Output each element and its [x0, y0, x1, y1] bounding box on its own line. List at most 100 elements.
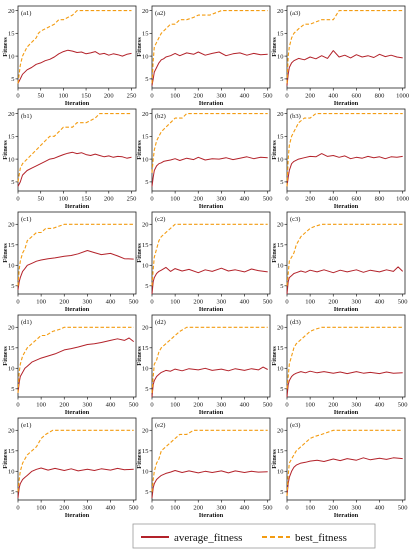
y-tick-label: 15	[142, 345, 149, 352]
y-tick-label: 20	[142, 428, 149, 435]
x-tick-label: 200	[193, 505, 203, 512]
y-tick-label: 10	[8, 156, 15, 163]
x-axis-label: Iteration	[334, 409, 359, 416]
panel-e3: 0 100 200 300 400 500 5 10 15 20 Iteration Fitness (…	[271, 417, 408, 519]
y-axis-label: Fitness	[2, 243, 9, 263]
x-axis-label: Iteration	[334, 100, 359, 107]
panel-label: (d3)	[290, 319, 301, 326]
panel-frame	[151, 314, 271, 398]
x-tick-label: 250	[127, 93, 137, 100]
x-tick-label: 200	[193, 196, 203, 203]
x-tick-label: 300	[352, 402, 362, 409]
series-line-average_fitness	[151, 51, 268, 86]
y-tick-label: 20	[142, 111, 149, 118]
y-tick-label: 15	[277, 134, 284, 141]
y-tick-label: 20	[8, 428, 15, 435]
series-line-average_fitness	[286, 370, 403, 398]
y-tick-label: 10	[277, 366, 284, 373]
x-tick-label: 0	[285, 196, 288, 203]
y-tick-label: 10	[8, 263, 15, 270]
series-line-average_fitness	[17, 49, 132, 84]
y-tick-label: 5	[145, 386, 148, 393]
x-tick-label: 0	[150, 196, 153, 203]
panel-frame	[151, 417, 271, 501]
series-line-best_fitness	[286, 223, 403, 286]
x-tick-label: 0	[150, 93, 153, 100]
x-tick-label: 200	[328, 402, 338, 409]
series-line-average_fitness	[17, 151, 132, 187]
series-line-best_fitness	[151, 326, 268, 393]
x-tick-label: 400	[240, 402, 250, 409]
series-line-average_fitness	[151, 470, 268, 498]
x-tick-label: 300	[83, 299, 93, 306]
y-axis-label: Fitness	[136, 449, 143, 469]
x-tick-label: 400	[328, 196, 338, 203]
x-tick-label: 250	[127, 196, 137, 203]
x-tick-label: 600	[352, 93, 362, 100]
x-tick-label: 200	[104, 93, 114, 100]
x-tick-label: 100	[170, 505, 180, 512]
y-tick-label: 10	[277, 53, 284, 60]
panel-frame	[286, 211, 406, 295]
x-tick-label: 300	[83, 505, 93, 512]
x-axis-label: Iteration	[65, 512, 90, 519]
panel-label: (a1)	[21, 10, 31, 17]
y-tick-label: 10	[142, 263, 149, 270]
series-line-best_fitness	[151, 429, 268, 492]
x-axis-label: Iteration	[334, 203, 359, 210]
y-tick-label: 10	[8, 469, 15, 476]
series-line-best_fitness	[17, 429, 134, 492]
x-tick-label: 300	[83, 402, 93, 409]
x-axis-label: Iteration	[334, 512, 359, 519]
panel-a2: 0 100 200 300 400 500 5 10 15 20 Iteration Fitness (…	[136, 5, 273, 107]
series-line-best_fitness	[17, 223, 134, 286]
x-tick-label: 800	[375, 93, 385, 100]
series-line-average_fitness	[286, 153, 403, 187]
series-line-average_fitness	[286, 266, 404, 295]
series-line-average_fitness	[151, 156, 268, 187]
series-line-best_fitness	[17, 10, 132, 84]
series-line-average_fitness	[17, 337, 135, 393]
series-line-average_fitness	[17, 467, 134, 498]
panel-frame	[286, 417, 406, 501]
x-tick-label: 50	[37, 93, 44, 100]
x-axis-label: Iteration	[65, 306, 90, 313]
series-line-best_fitness	[17, 326, 134, 393]
x-tick-label: 0	[16, 196, 19, 203]
y-tick-label: 10	[142, 53, 149, 60]
x-tick-label: 500	[129, 402, 139, 409]
y-axis-label: Fitness	[136, 140, 143, 160]
x-tick-label: 200	[328, 505, 338, 512]
x-tick-label: 500	[398, 402, 408, 409]
x-axis-label: Iteration	[334, 306, 359, 313]
x-axis-label: Iteration	[199, 203, 224, 210]
panel-d3: 0 100 200 300 400 500 5 10 15 20 Iteration Fitness (…	[271, 314, 408, 416]
x-axis-label: Iteration	[199, 409, 224, 416]
x-tick-label: 500	[398, 505, 408, 512]
series-line-best_fitness	[151, 223, 268, 286]
x-axis-label: Iteration	[65, 203, 90, 210]
x-tick-label: 100	[59, 196, 69, 203]
y-tick-label: 5	[11, 489, 14, 496]
y-tick-label: 20	[8, 325, 15, 332]
panel-c2: 0 100 200 300 400 500 5 10 15 20 Iteration Fitness (…	[136, 211, 273, 313]
x-tick-label: 0	[16, 402, 19, 409]
x-tick-label: 200	[305, 93, 315, 100]
x-tick-label: 400	[106, 505, 116, 512]
panel-d2: 0 100 200 300 400 500 5 10 15 20 Iteration Fitness (…	[136, 314, 273, 416]
panel-label: (d1)	[21, 319, 32, 326]
panel-d1: 0 100 200 300 400 500 5 10 15 20 Iteration Fitness (…	[2, 314, 139, 416]
y-axis-label: Fitness	[271, 346, 278, 366]
x-tick-label: 200	[193, 402, 203, 409]
x-tick-label: 600	[352, 196, 362, 203]
series-line-average_fitness	[151, 366, 268, 398]
x-tick-label: 400	[375, 402, 385, 409]
x-tick-label: 0	[285, 402, 288, 409]
y-tick-label: 20	[8, 222, 15, 229]
x-tick-label: 100	[170, 196, 180, 203]
x-tick-label: 800	[375, 196, 385, 203]
x-tick-label: 400	[240, 93, 250, 100]
y-tick-label: 15	[277, 242, 284, 249]
x-tick-label: 100	[170, 299, 180, 306]
